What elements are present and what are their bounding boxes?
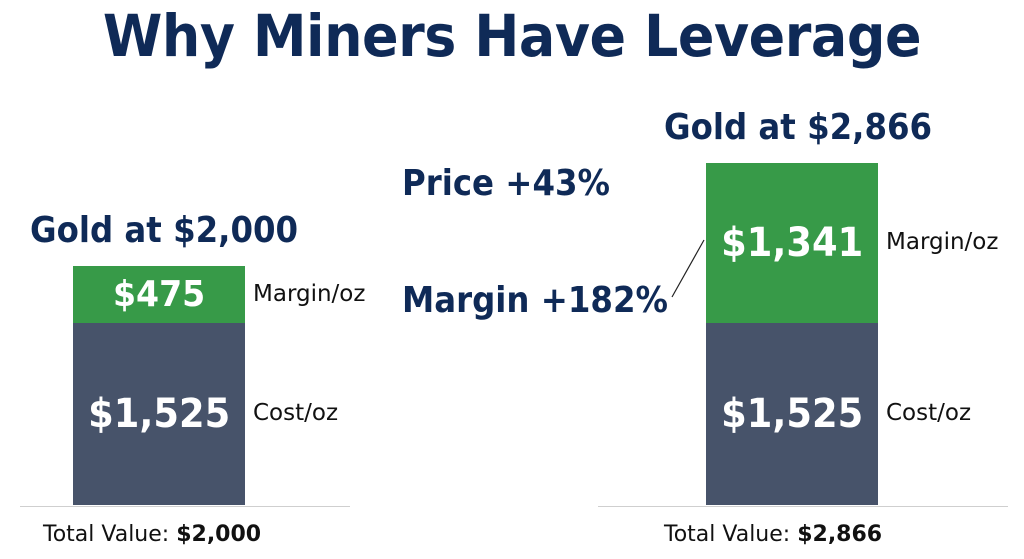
left-total-amount: $2,000 <box>176 522 262 547</box>
left-margin-series-label: Margin/oz <box>253 280 366 307</box>
right-cost-value-label: $1,525 <box>720 391 863 437</box>
right-total-amount: $2,866 <box>797 522 883 547</box>
left-cost-series-label: Cost/oz <box>253 400 339 426</box>
price-change-annotation: Price +43% <box>402 163 610 204</box>
right-baseline <box>598 506 1008 507</box>
left-total-value: Total Value: $2,000 <box>43 522 261 547</box>
left-baseline <box>20 506 350 507</box>
right-margin-series-label: Margin/oz <box>886 228 999 255</box>
left-total-prefix: Total Value: <box>43 522 170 547</box>
left-chart-title: Gold at $2,000 <box>30 210 299 251</box>
right-chart-title: Gold at $2,866 <box>664 107 933 148</box>
left-cost-value-label: $1,525 <box>87 391 230 437</box>
chart-title-main: Why Miners Have Leverage <box>102 2 922 70</box>
left-margin-bar: $475 <box>73 266 245 323</box>
right-margin-bar: $1,341 <box>706 162 878 323</box>
right-cost-series-label: Cost/oz <box>886 400 972 426</box>
right-margin-value-label: $1,341 <box>720 219 863 266</box>
margin-change-annotation: Margin +182% <box>402 280 668 321</box>
right-cost-bar: $1,525 <box>706 323 878 505</box>
right-total-value: Total Value: $2,866 <box>664 522 882 547</box>
right-total-prefix: Total Value: <box>664 522 791 547</box>
left-cost-bar: $1,525 <box>73 323 245 505</box>
left-margin-value-label: $475 <box>112 274 206 316</box>
